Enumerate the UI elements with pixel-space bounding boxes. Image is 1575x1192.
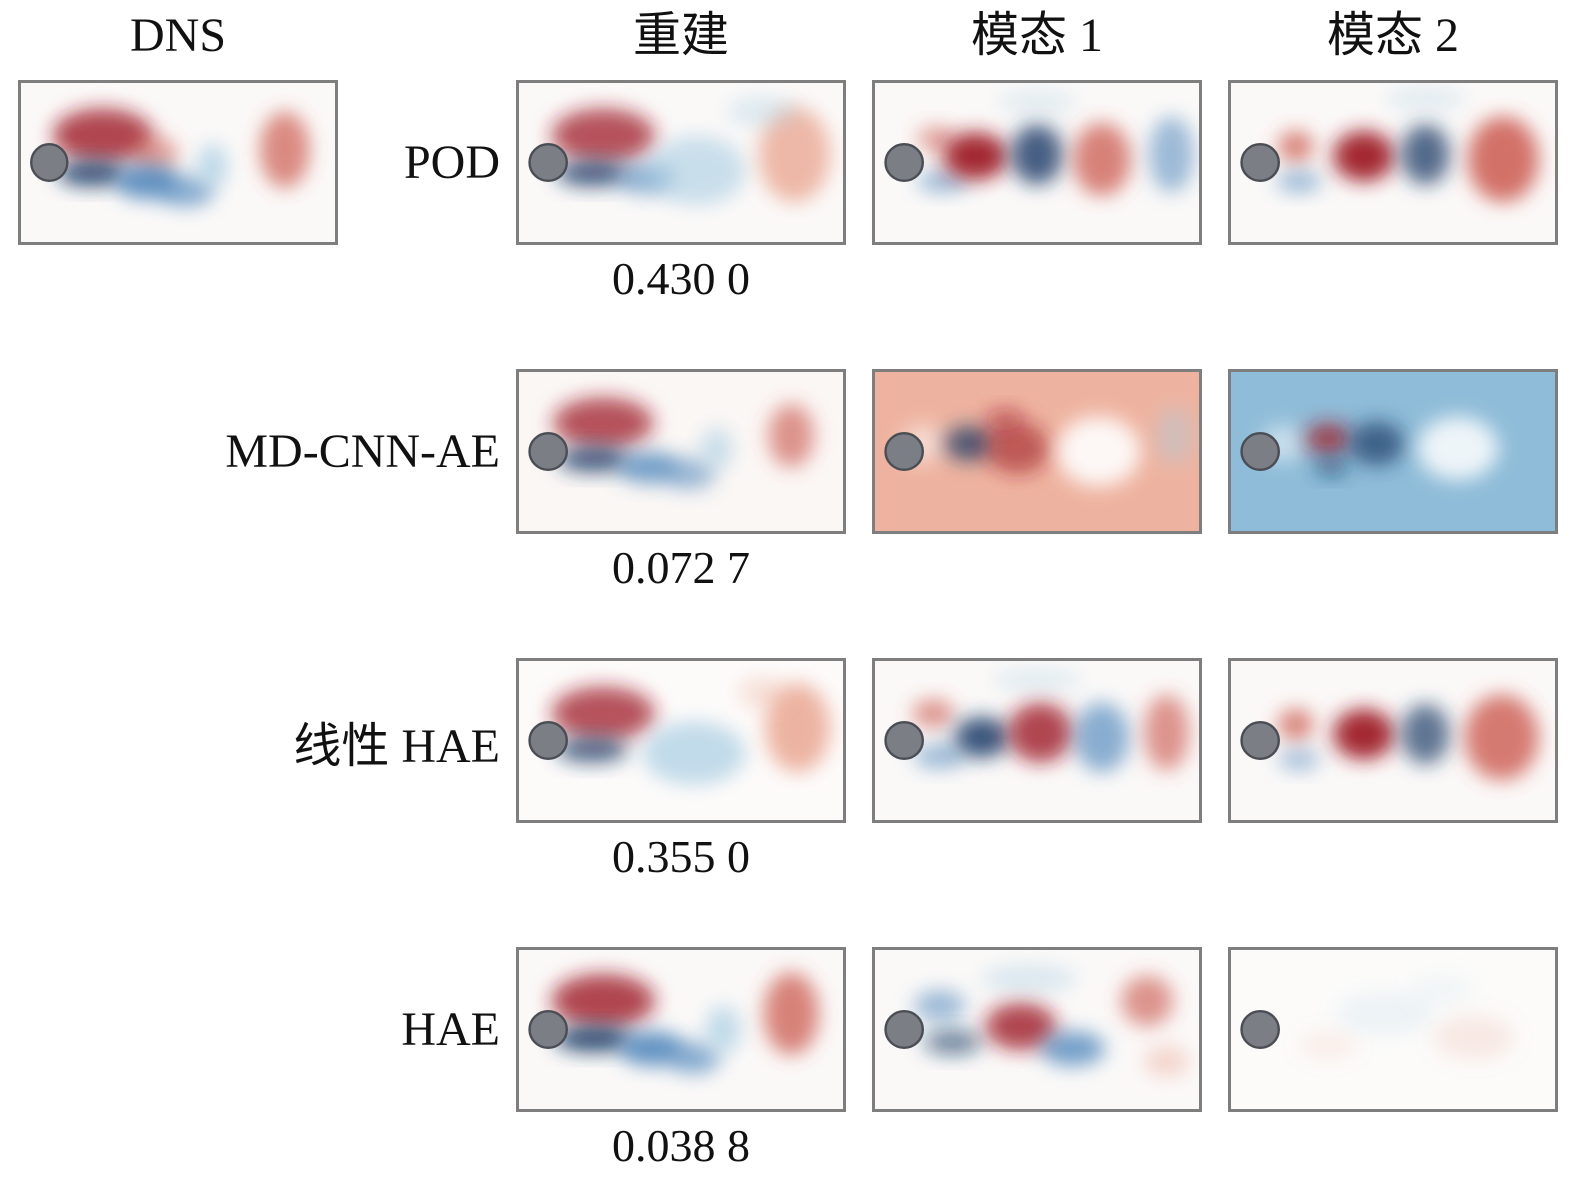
panel-hae-mode2 — [1228, 947, 1558, 1112]
error-row-linear-hae: 0.355 0 — [18, 829, 1575, 885]
row-label-mdcnnae: MD-CNN-AE — [225, 425, 500, 478]
cylinder-marker — [528, 721, 569, 760]
cylinder-marker — [528, 143, 569, 182]
panel-linear-hae-reconstruction — [516, 658, 846, 823]
panel-linear-hae-mode2 — [1228, 658, 1558, 823]
error-value-hae: 0.038 8 — [612, 1120, 750, 1171]
cylinder-marker — [884, 721, 925, 760]
error-value-pod: 0.430 0 — [612, 253, 750, 304]
error-row-pod: 0.430 0 — [18, 251, 1575, 307]
panel-pod-reconstruction — [516, 80, 846, 245]
row-mdcnnae: MD-CNN-AE — [18, 369, 1575, 534]
cylinder-marker — [30, 143, 69, 182]
cylinder-marker — [884, 432, 925, 471]
column-header-row: DNS 重建 模态 1 模态 2 — [18, 8, 1575, 68]
cylinder-marker — [884, 1010, 925, 1049]
error-value-mdcnnae: 0.072 7 — [612, 542, 750, 593]
cylinder-marker — [1240, 1010, 1281, 1049]
header-dns: DNS — [129, 9, 227, 62]
cylinder-marker — [1240, 432, 1281, 471]
row-label-linear-hae: 线性 HAE — [293, 719, 500, 773]
header-reconstruction: 重建 — [632, 9, 729, 62]
cylinder-marker — [884, 143, 925, 182]
cylinder-marker — [1240, 143, 1281, 182]
row-linear-hae: 线性 HAE — [18, 658, 1575, 823]
error-row-hae: 0.038 8 — [18, 1118, 1575, 1174]
row-label-pod: POD — [403, 136, 500, 189]
row-pod: POD — [18, 80, 1575, 245]
panel-linear-hae-mode1 — [872, 658, 1202, 823]
header-mode-2: 模态 2 — [1326, 9, 1459, 62]
row-hae: HAE — [18, 947, 1575, 1112]
row-label-hae: HAE — [401, 1003, 500, 1056]
cylinder-marker — [1240, 721, 1281, 760]
header-mode-1: 模态 1 — [970, 9, 1103, 62]
panel-pod-mode2 — [1228, 80, 1558, 245]
cylinder-marker — [528, 1010, 569, 1049]
error-row-mdcnnae: 0.072 7 — [18, 540, 1575, 596]
error-value-linear-hae: 0.355 0 — [612, 831, 750, 882]
cylinder-marker — [528, 432, 569, 471]
panel-mdcnnae-mode1 — [872, 369, 1202, 534]
panel-pod-mode1 — [872, 80, 1202, 245]
panel-hae-reconstruction — [516, 947, 846, 1112]
panel-dns — [18, 80, 338, 245]
panel-mdcnnae-mode2 — [1228, 369, 1558, 534]
panel-mdcnnae-reconstruction — [516, 369, 846, 534]
panel-hae-mode1 — [872, 947, 1202, 1112]
